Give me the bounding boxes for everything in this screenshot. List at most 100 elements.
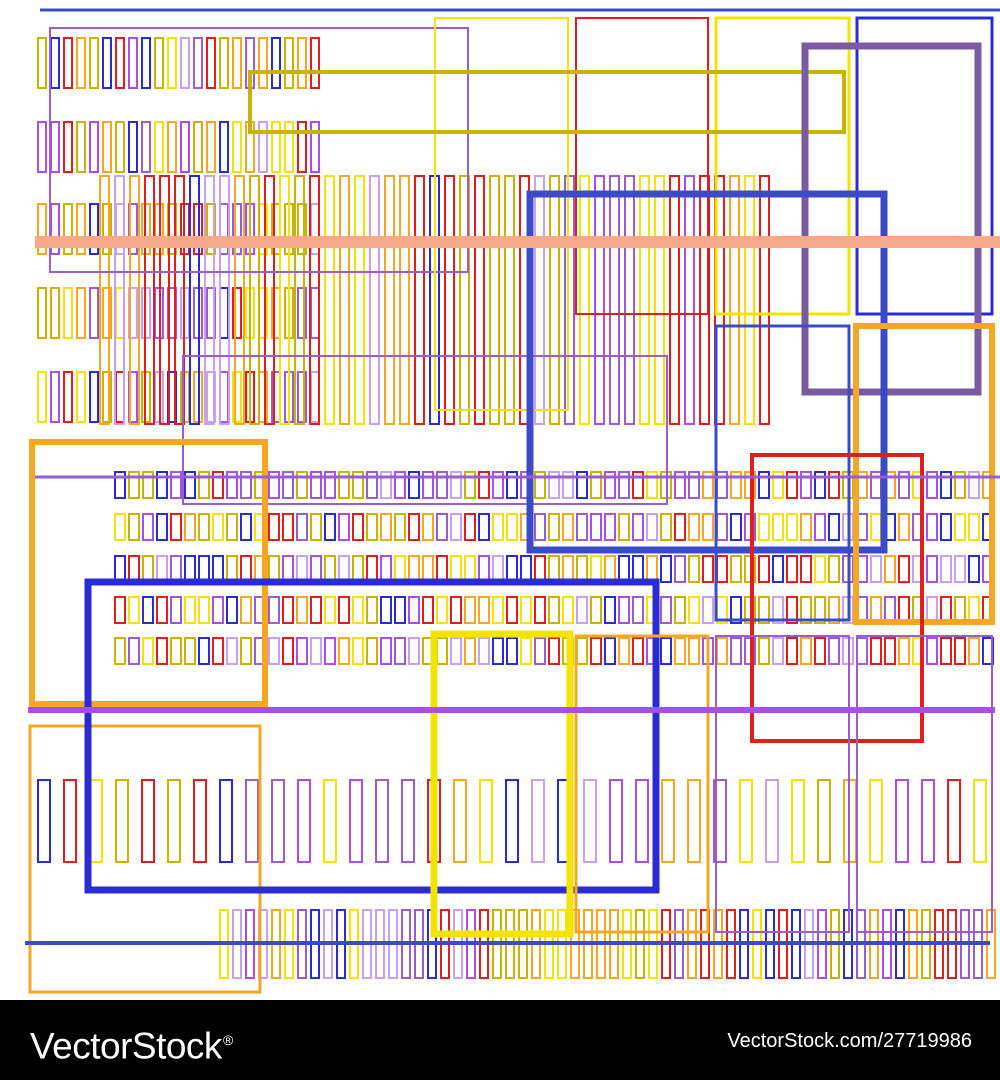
cell-rect bbox=[63, 37, 73, 89]
cell-rect bbox=[474, 175, 485, 425]
cell-rect bbox=[258, 121, 268, 173]
cell-rect bbox=[898, 471, 910, 499]
cell-rect bbox=[219, 37, 229, 89]
cell-rect bbox=[89, 371, 99, 423]
cell-rect bbox=[115, 121, 125, 173]
cell-rect bbox=[114, 513, 126, 541]
cell-rect bbox=[660, 596, 672, 624]
cell-rect bbox=[408, 471, 420, 499]
cell-rect bbox=[800, 513, 812, 541]
cell-rect bbox=[660, 555, 672, 583]
cell-rect bbox=[604, 555, 616, 583]
cell-rect bbox=[167, 779, 181, 863]
cell-rect bbox=[204, 175, 215, 425]
cell-rect bbox=[758, 513, 770, 541]
cell-rect bbox=[464, 637, 476, 665]
cell-rect bbox=[268, 471, 280, 499]
cell-rect bbox=[76, 37, 86, 89]
cell-rect bbox=[170, 596, 182, 624]
cell-rect bbox=[716, 555, 728, 583]
frame-red-right bbox=[750, 453, 924, 743]
cell-rect bbox=[212, 596, 224, 624]
frame-blue-topright bbox=[855, 16, 994, 316]
cell-rect bbox=[729, 175, 740, 425]
cell-rect bbox=[940, 471, 952, 499]
cell-rect bbox=[297, 371, 307, 423]
cell-rect bbox=[817, 779, 831, 863]
cell-rect bbox=[89, 37, 99, 89]
cell-rect bbox=[89, 203, 99, 255]
cell-rect bbox=[674, 637, 686, 665]
cell-rect bbox=[786, 471, 798, 499]
cell-rect bbox=[520, 637, 532, 665]
cell-rect bbox=[63, 121, 73, 173]
cell-rect bbox=[366, 555, 378, 583]
cell-rect bbox=[282, 555, 294, 583]
cell-rect bbox=[618, 513, 630, 541]
cell-rect bbox=[323, 779, 337, 863]
cell-rect bbox=[489, 175, 500, 425]
cell-rect bbox=[170, 471, 182, 499]
cell-rect bbox=[786, 637, 798, 665]
cell-rect bbox=[226, 471, 238, 499]
cell-rect bbox=[128, 471, 140, 499]
cell-rect bbox=[232, 203, 242, 255]
cell-rect bbox=[450, 513, 462, 541]
cell-rect bbox=[219, 371, 229, 423]
cell-rect bbox=[232, 37, 242, 89]
frame-yellow-bottom bbox=[430, 630, 574, 938]
cell-rect bbox=[478, 555, 490, 583]
cell-rect bbox=[63, 287, 73, 339]
frame-purple-bottom bbox=[715, 635, 850, 933]
frame-purple-topleft bbox=[49, 27, 469, 273]
cell-rect bbox=[492, 471, 504, 499]
cell-rect bbox=[926, 637, 938, 665]
cell-rect bbox=[548, 513, 560, 541]
cell-rect bbox=[310, 371, 320, 423]
cell-rect bbox=[590, 637, 602, 665]
cell-rect bbox=[338, 555, 350, 583]
cell-rect bbox=[284, 121, 294, 173]
cell-rect bbox=[184, 596, 196, 624]
cell-rect bbox=[814, 471, 826, 499]
registered-mark: ® bbox=[222, 1032, 233, 1048]
cell-rect bbox=[339, 175, 350, 425]
cell-rect bbox=[76, 371, 86, 423]
cell-rect bbox=[310, 555, 322, 583]
cell-rect bbox=[76, 121, 86, 173]
cell-rect bbox=[102, 287, 112, 339]
cell-rect bbox=[408, 555, 420, 583]
cell-rect bbox=[548, 555, 560, 583]
cell-rect bbox=[576, 555, 588, 583]
cell-rect bbox=[408, 513, 420, 541]
cell-rect bbox=[436, 513, 448, 541]
cell-rect bbox=[716, 637, 728, 665]
frame-blue-large bbox=[84, 578, 660, 894]
cell-rect bbox=[730, 596, 742, 624]
cell-rect bbox=[338, 471, 350, 499]
cell-rect bbox=[219, 779, 233, 863]
cell-rect bbox=[232, 371, 242, 423]
cell-rect bbox=[268, 637, 280, 665]
cell-rect bbox=[687, 779, 701, 863]
cell-rect bbox=[786, 596, 798, 624]
cell-rect bbox=[128, 37, 138, 89]
cell-rect bbox=[926, 471, 938, 499]
cell-rect bbox=[646, 471, 658, 499]
cell-rect bbox=[968, 637, 980, 665]
cell-rect bbox=[814, 555, 826, 583]
cell-rect bbox=[940, 555, 952, 583]
cell-rect bbox=[102, 371, 112, 423]
cell-rect bbox=[245, 779, 259, 863]
cell-rect bbox=[926, 513, 938, 541]
frame-yellow-tall bbox=[434, 17, 569, 411]
cell-rect bbox=[156, 513, 168, 541]
watermark-brand: VectorStock® bbox=[30, 1016, 233, 1070]
cell-rect bbox=[562, 596, 574, 624]
cell-rect bbox=[141, 121, 151, 173]
cell-rect bbox=[786, 513, 798, 541]
cell-rect bbox=[37, 371, 47, 423]
cell-rect bbox=[310, 287, 320, 339]
cell-rect bbox=[193, 779, 207, 863]
cell-rect bbox=[352, 637, 364, 665]
